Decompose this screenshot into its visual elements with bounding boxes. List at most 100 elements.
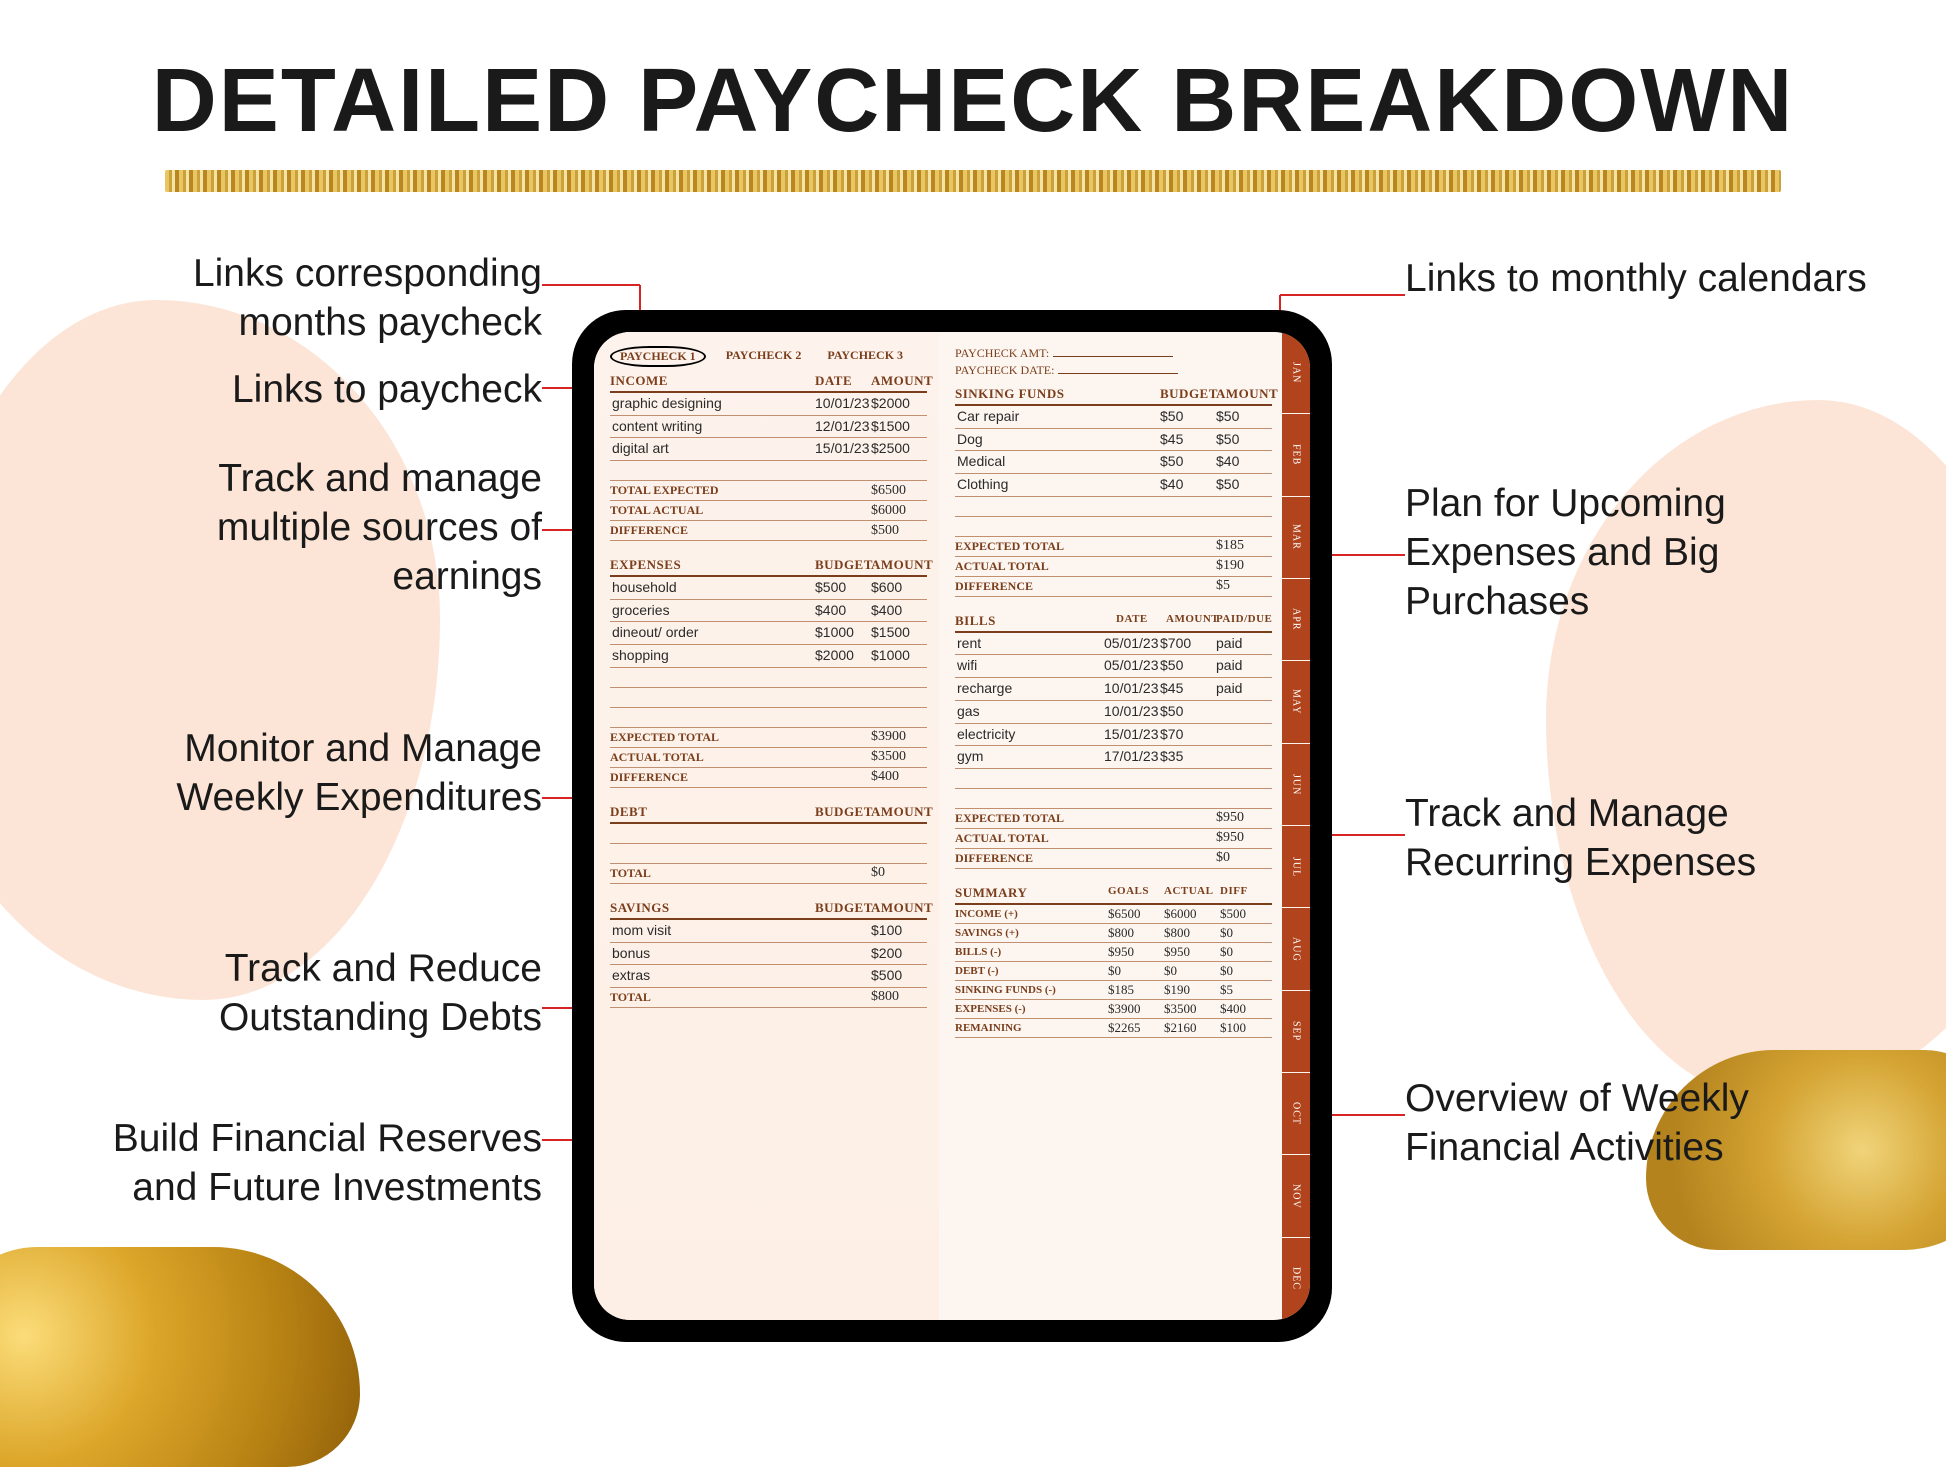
expenses-col-budget: BUDGET — [815, 557, 871, 573]
total-row: TOTAL ACTUAL$6000 — [610, 501, 927, 521]
annotation-summary: Overview of Weekly Financial Activities — [1405, 1075, 1875, 1173]
bills-label: BILLS — [955, 613, 996, 629]
table-row-empty — [610, 708, 927, 728]
tablet-screen: PAYCHECK 1 PAYCHECK 2 PAYCHECK 3 INCOME … — [594, 332, 1310, 1320]
summary-row: SAVINGS (+)$800$800$0 — [955, 924, 1272, 943]
total-row: DIFFERENCE$400 — [610, 768, 927, 788]
sinking-col-budget: BUDGET — [1160, 386, 1216, 402]
summary-row: INCOME (+)$6500$6000$500 — [955, 905, 1272, 924]
annotation-paycheck-tab: Links corresponding months paycheck — [112, 250, 542, 348]
total-row: ACTUAL TOTAL$950 — [955, 829, 1272, 849]
table-row: digital art15/01/23$2500 — [610, 438, 927, 461]
annotation-calendars: Links to monthly calendars — [1405, 255, 1875, 304]
table-row: recharge10/01/23$45paid — [955, 678, 1272, 701]
annotation-expenses: Monitor and Manage Weekly Expenditures — [112, 725, 542, 823]
tablet-frame: PAYCHECK 1 PAYCHECK 2 PAYCHECK 3 INCOME … — [572, 310, 1332, 1342]
table-row-empty — [610, 461, 927, 481]
total-row: EXPECTED TOTAL$185 — [955, 537, 1272, 557]
table-row: rent05/01/23$700paid — [955, 633, 1272, 656]
bills-col-date: DATE — [1116, 613, 1166, 629]
expenses-col-amount: AMOUNT — [871, 557, 927, 573]
debt-header: DEBT BUDGET AMOUNT — [610, 798, 927, 824]
month-tab-apr[interactable]: APR — [1282, 579, 1310, 661]
table-row: wifi05/01/23$50paid — [955, 655, 1272, 678]
bills-col-amount: AMOUNT — [1166, 613, 1216, 629]
page-title: DETAILED PAYCHECK BREAKDOWN — [0, 50, 1946, 153]
savings-total-value: $800 — [871, 989, 927, 1005]
month-tab-aug[interactable]: AUG — [1282, 908, 1310, 990]
total-row: DIFFERENCE$500 — [610, 521, 927, 541]
sinking-header: SINKING FUNDS BUDGET AMOUNT — [955, 380, 1272, 406]
sinking-label: SINKING FUNDS — [955, 386, 1064, 402]
table-row-empty — [955, 517, 1272, 537]
table-row: Medical$50$40 — [955, 451, 1272, 474]
month-tab-jun[interactable]: JUN — [1282, 744, 1310, 826]
summary-col-diff: DIFF — [1220, 885, 1272, 901]
month-tab-nov[interactable]: NOV — [1282, 1155, 1310, 1237]
summary-row: EXPENSES (-)$3900$3500$400 — [955, 1000, 1272, 1019]
month-tab-feb[interactable]: FEB — [1282, 414, 1310, 496]
sinking-col-amount: AMOUNT — [1216, 386, 1272, 402]
month-tab-may[interactable]: MAY — [1282, 661, 1310, 743]
total-row: DIFFERENCE$0 — [955, 849, 1272, 869]
table-row-empty — [955, 769, 1272, 789]
summary-row: DEBT (-)$0$0$0 — [955, 962, 1272, 981]
bills-header: BILLS DATE AMOUNT PAID/DUE — [955, 607, 1272, 633]
total-row: DIFFERENCE$5 — [955, 577, 1272, 597]
table-row: Dog$45$50 — [955, 429, 1272, 452]
debt-col-amount: AMOUNT — [871, 804, 927, 820]
table-row-empty — [610, 688, 927, 708]
annotation-paycheck-link: Links to paycheck — [112, 366, 542, 415]
total-row: ACTUAL TOTAL$3500 — [610, 748, 927, 768]
table-row-empty — [610, 844, 927, 864]
paycheck-tab-2[interactable]: PAYCHECK 2 — [720, 346, 808, 367]
income-col-amount: AMOUNT — [871, 373, 927, 389]
bills-col-status: PAID/DUE — [1216, 613, 1272, 629]
table-row: content writing12/01/23$1500 — [610, 416, 927, 439]
month-tab-oct[interactable]: OCT — [1282, 1073, 1310, 1155]
paycheck-date-blank[interactable] — [1058, 373, 1178, 374]
month-tab-dec[interactable]: DEC — [1282, 1238, 1310, 1320]
month-tab-jan[interactable]: JAN — [1282, 332, 1310, 414]
debt-total-label: TOTAL — [610, 866, 815, 881]
gold-divider — [165, 170, 1781, 192]
table-row: gym17/01/23$35 — [955, 746, 1272, 769]
paycheck-tab-1[interactable]: PAYCHECK 1 — [610, 346, 706, 367]
table-row: shopping$2000$1000 — [610, 645, 927, 668]
month-tab-mar[interactable]: MAR — [1282, 497, 1310, 579]
table-row: extras$500 — [610, 965, 927, 988]
expenses-label: EXPENSES — [610, 557, 681, 573]
income-col-date: DATE — [815, 373, 871, 389]
planner-right-page: PAYCHECK AMT: PAYCHECK DATE: SINKING FUN… — [939, 332, 1310, 1320]
savings-label: SAVINGS — [610, 900, 670, 916]
paycheck-amt-line: PAYCHECK AMT: — [955, 346, 1272, 361]
debt-col-budget: BUDGET — [815, 804, 871, 820]
debt-total-row: TOTAL $0 — [610, 864, 927, 884]
summary-row: BILLS (-)$950$950$0 — [955, 943, 1272, 962]
table-row: bonus$200 — [610, 943, 927, 966]
expenses-header: EXPENSES BUDGET AMOUNT — [610, 551, 927, 577]
annotation-bills: Track and Manage Recurring Expenses — [1405, 790, 1875, 888]
month-tab-sep[interactable]: SEP — [1282, 991, 1310, 1073]
summary-header: SUMMARY GOALS ACTUAL DIFF — [955, 879, 1272, 905]
debt-total-value: $0 — [871, 865, 927, 881]
paycheck-tab-3[interactable]: PAYCHECK 3 — [821, 346, 909, 367]
table-row-empty — [955, 789, 1272, 809]
total-row: EXPECTED TOTAL$3900 — [610, 728, 927, 748]
debt-label: DEBT — [610, 804, 647, 820]
paycheck-amt-blank[interactable] — [1053, 356, 1173, 357]
total-row: TOTAL EXPECTED$6500 — [610, 481, 927, 501]
summary-col-actual: ACTUAL — [1164, 885, 1220, 901]
annotation-earnings: Track and manage multiple sources of ear… — [112, 455, 542, 601]
savings-col-budget: BUDGET — [815, 900, 871, 916]
income-label: INCOME — [610, 373, 668, 389]
month-tab-jul[interactable]: JUL — [1282, 826, 1310, 908]
table-row: groceries$400$400 — [610, 600, 927, 623]
gold-splash-bottom-left — [0, 1247, 360, 1467]
summary-label: SUMMARY — [955, 885, 1027, 901]
table-row: gas10/01/23$50 — [955, 701, 1272, 724]
paycheck-date-label: PAYCHECK DATE: — [955, 363, 1054, 377]
month-tabs: JANFEBMARAPRMAYJUNJULAUGSEPOCTNOVDEC — [1282, 332, 1310, 1320]
total-row: ACTUAL TOTAL$190 — [955, 557, 1272, 577]
savings-total-label: TOTAL — [610, 990, 815, 1005]
